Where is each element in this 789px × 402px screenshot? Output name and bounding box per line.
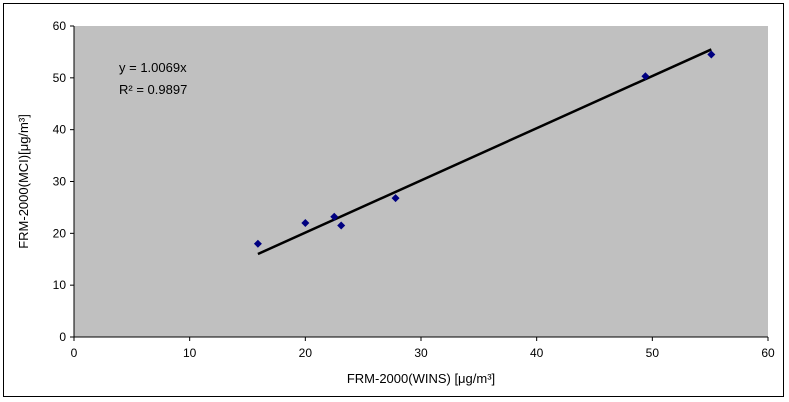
x-tick-label: 20	[299, 346, 313, 360]
data-point	[641, 72, 650, 81]
y-tick-label: 10	[53, 278, 67, 292]
y-tick-label: 0	[59, 330, 66, 344]
y-axis-label: FRM-2000(MCI)[μg/m³]	[16, 114, 31, 249]
data-point	[301, 218, 310, 227]
scatter-chart: 0 10 20 30 40 50 60 0 10 20 30 40 50 60 y = 1.0069x R…	[16, 19, 775, 386]
y-tick-label: 50	[53, 71, 67, 85]
chart-frame: 0 10 20 30 40 50 60 0 10 20 30 40 50 60 y = 1.0069x R…	[3, 3, 784, 397]
y-tick-label: 40	[53, 123, 67, 137]
x-tick-label: 50	[646, 346, 660, 360]
axis-ticks: 0 10 20 30 40 50 60 0 10 20 30 40 50 60	[53, 19, 775, 360]
y-tick-label: 60	[53, 19, 67, 33]
data-points	[253, 50, 716, 248]
data-point	[330, 212, 339, 221]
data-point	[707, 50, 716, 59]
y-tick-label: 30	[53, 175, 67, 189]
data-point	[337, 221, 346, 230]
data-point	[253, 239, 262, 248]
data-point	[391, 194, 400, 203]
x-tick-label: 60	[761, 346, 775, 360]
x-tick-label: 30	[414, 346, 428, 360]
x-tick-label: 10	[183, 346, 197, 360]
x-tick-label: 0	[71, 346, 78, 360]
x-tick-label: 40	[530, 346, 544, 360]
trendline-equation-label: y = 1.0069x	[119, 60, 187, 75]
y-tick-label: 20	[53, 226, 67, 240]
r-squared-label: R² = 0.9897	[119, 82, 187, 97]
x-axis-label: FRM-2000(WINS) [μg/m³]	[347, 371, 495, 386]
